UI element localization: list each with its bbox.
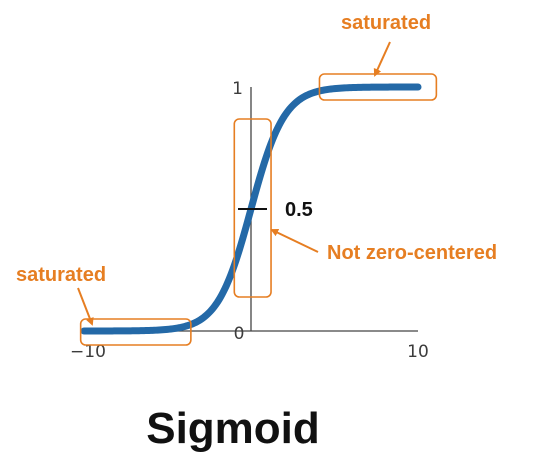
not-zero-centered-label: Not zero-centered <box>327 242 497 264</box>
chart-title: Sigmoid <box>146 404 320 453</box>
not-zero-centered-arrow <box>270 228 319 253</box>
not-zero-centered-box <box>233 118 272 298</box>
saturated-left-arrow <box>77 287 94 326</box>
saturated-left-box <box>79 318 192 346</box>
x-tick-label-max: 10 <box>407 342 429 362</box>
saturated-right-arrow <box>373 41 391 77</box>
half-value-label: 0.5 <box>285 199 313 221</box>
saturated-left-label: saturated <box>16 264 106 286</box>
y-tick-label-one: 1 <box>232 79 243 99</box>
saturated-right-label: saturated <box>341 12 431 34</box>
x-tick-label-zero: 0 <box>234 324 245 344</box>
x-tick-label-min: −10 <box>70 342 106 362</box>
plot-area <box>80 83 422 335</box>
